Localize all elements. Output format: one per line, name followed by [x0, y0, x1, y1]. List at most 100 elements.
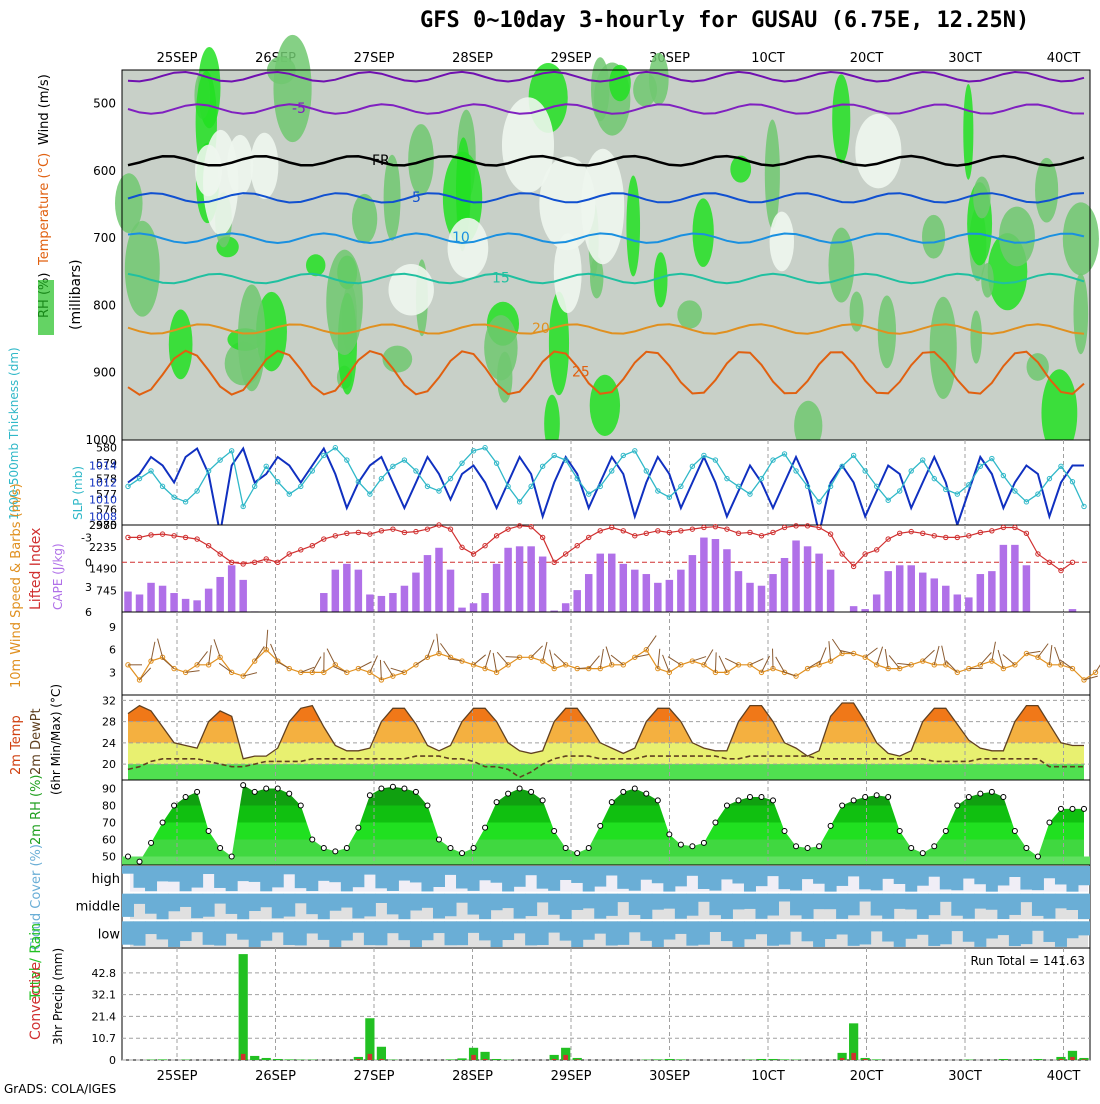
rh-tick-label: 90	[102, 783, 116, 796]
cloud-bar	[445, 921, 457, 945]
cloud-bar	[134, 894, 146, 904]
cloud-bar	[1078, 921, 1090, 935]
cloud-bar	[583, 866, 595, 892]
rh-point	[909, 846, 914, 851]
cape-bar	[170, 593, 177, 612]
cloud-row-label: high	[92, 872, 120, 887]
rh-point	[149, 840, 154, 845]
rh-dry-blob	[448, 218, 489, 278]
cloud-bar	[779, 894, 791, 902]
rh-point	[874, 793, 879, 798]
cloud-bar	[963, 866, 975, 879]
rh-point	[218, 846, 223, 851]
cloud-bar	[905, 921, 917, 938]
cloud-bar	[134, 866, 146, 888]
cloud-bar	[882, 894, 894, 919]
cloud-bar	[951, 894, 963, 916]
cape-bar	[620, 564, 627, 612]
cloud-bar	[479, 921, 491, 940]
rh-point	[966, 795, 971, 800]
cloud-bar	[836, 921, 848, 934]
rh-point	[1035, 854, 1040, 859]
rh-point	[771, 798, 776, 803]
rh-tick-label: 60	[102, 834, 116, 847]
temp-tick-label: 20	[102, 758, 116, 771]
cape-bar	[758, 586, 765, 612]
cloud-bar	[421, 894, 433, 908]
cloud-bar	[825, 866, 837, 892]
cloud-bar	[203, 921, 215, 945]
isotherm-label: 10	[452, 230, 470, 246]
cloud-bar	[997, 921, 1009, 935]
cape-tick-label: 2980	[89, 519, 117, 532]
cloud-bar	[191, 866, 203, 888]
cape-bar	[320, 593, 327, 612]
cloud-bar	[387, 866, 399, 891]
cloud-bar	[445, 894, 457, 917]
cape-bar	[850, 606, 857, 612]
cloud-bar	[871, 866, 883, 890]
cape-bar	[205, 589, 212, 612]
rh-point	[241, 783, 246, 788]
cloud-bar	[974, 866, 986, 884]
precip-total-bar	[872, 1059, 881, 1060]
cape-bar	[608, 554, 615, 612]
rh-point	[1070, 806, 1075, 811]
cloud-bar	[180, 866, 192, 891]
cape-bar	[884, 571, 891, 612]
rh-point	[575, 851, 580, 856]
cloud-bar	[1020, 866, 1032, 890]
cloud-bar	[537, 894, 549, 903]
cape-bar	[343, 564, 350, 612]
rh-point	[563, 846, 568, 851]
precip-convective-bar	[851, 1053, 856, 1060]
date-label-bottom: 26SEP	[255, 1069, 296, 1084]
rh-point	[552, 829, 557, 834]
cloud-bar	[157, 866, 169, 881]
rh-blob	[828, 228, 854, 303]
cloud-bar	[260, 866, 272, 891]
rh-blob	[1073, 273, 1088, 354]
cape-bar	[516, 546, 523, 612]
cloud-bar	[1066, 866, 1078, 892]
cloud-bar	[214, 894, 226, 904]
cape-bar	[147, 583, 154, 612]
precip-total-bar	[365, 1018, 374, 1060]
cape-bar	[654, 583, 661, 612]
cloud-bar	[790, 866, 802, 890]
cape-bar	[562, 603, 569, 612]
rh-point	[701, 840, 706, 845]
precip-total-bar	[158, 1059, 167, 1060]
isotherm-label: FR	[372, 153, 390, 169]
rh-point	[183, 795, 188, 800]
pressure-tick-label: 500	[93, 97, 116, 111]
cloud-bar	[272, 866, 284, 887]
cloud-bar	[1043, 894, 1055, 919]
rh-point	[160, 820, 165, 825]
rh-point	[425, 803, 430, 808]
rh-point	[598, 823, 603, 828]
cloud-bar	[318, 921, 330, 940]
precip-total-bar	[480, 1052, 489, 1060]
cape-bar	[366, 594, 373, 612]
cloud-bar	[1020, 921, 1032, 944]
cloud-bar	[375, 921, 387, 945]
date-label-top: 27SEP	[354, 51, 395, 66]
wind-tick-label: 9	[109, 621, 116, 634]
cloud-bar	[859, 866, 871, 889]
rh-blob	[306, 254, 325, 276]
cloud-bar	[813, 894, 825, 909]
precip-tick-label: 21.4	[92, 1010, 117, 1023]
cloud-bar	[260, 894, 272, 908]
cloud-bar	[514, 894, 526, 919]
precip-total-bar	[285, 1059, 294, 1060]
thickness-tick-label: 580	[96, 442, 117, 455]
precip-convective-axis-label: Convective	[28, 962, 44, 1040]
rh-point	[321, 846, 326, 851]
cape-bar	[689, 555, 696, 612]
cloud-bar	[709, 894, 721, 916]
rh-blob	[273, 35, 311, 142]
cloud-bar	[1055, 866, 1067, 884]
precip-total-bar	[653, 1059, 662, 1060]
cloud-bar	[421, 921, 433, 940]
